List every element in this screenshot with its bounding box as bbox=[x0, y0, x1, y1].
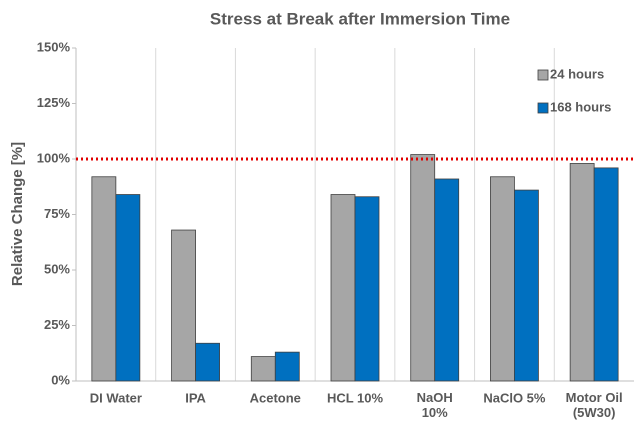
y-tick-label: 100% bbox=[37, 150, 71, 165]
x-tick-label: NaOH 10% bbox=[417, 390, 453, 420]
bar bbox=[434, 178, 460, 382]
bar bbox=[354, 196, 380, 382]
bar bbox=[91, 176, 117, 382]
bar bbox=[330, 194, 356, 382]
x-tick-label: NaClO 5% bbox=[483, 390, 546, 405]
chart-title: Stress at Break after Immersion Time bbox=[210, 9, 510, 28]
x-tick-label: DI Water bbox=[90, 390, 142, 405]
y-tick-label: 150% bbox=[37, 39, 71, 54]
x-tick-label: Motor Oil (5W30) bbox=[566, 390, 623, 420]
y-tick-label: 125% bbox=[37, 95, 71, 110]
y-tick-label: 75% bbox=[44, 206, 70, 221]
x-tick-label: HCL 10% bbox=[327, 390, 384, 405]
legend-label: 24 hours bbox=[550, 66, 604, 81]
y-tick-label: 50% bbox=[44, 261, 70, 276]
bar bbox=[410, 154, 436, 382]
bar bbox=[490, 176, 515, 382]
x-tick-label: Acetone bbox=[250, 390, 301, 405]
bar bbox=[514, 189, 539, 382]
bar bbox=[274, 351, 300, 382]
y-tick-label: 25% bbox=[44, 317, 70, 332]
y-tick-label: 0% bbox=[51, 372, 70, 387]
bar bbox=[115, 194, 141, 382]
bar bbox=[593, 167, 619, 382]
y-axis-label: Relative Change [%] bbox=[9, 142, 26, 286]
bar bbox=[171, 229, 196, 382]
legend-label: 168 hours bbox=[550, 99, 611, 114]
bar bbox=[250, 356, 276, 382]
bar bbox=[195, 342, 220, 382]
bar bbox=[569, 163, 595, 382]
legend-swatch bbox=[537, 102, 549, 114]
x-tick-label: IPA bbox=[185, 390, 206, 405]
legend-swatch bbox=[537, 69, 549, 81]
